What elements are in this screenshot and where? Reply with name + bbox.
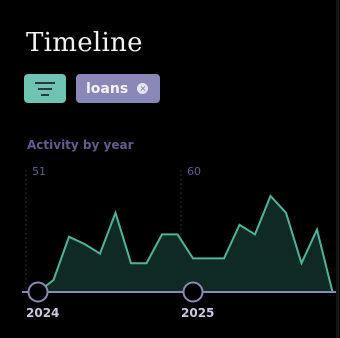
year-label: 2025	[181, 306, 214, 320]
filter-button[interactable]	[24, 74, 66, 103]
year-value-label: 60	[187, 165, 201, 178]
activity-line	[37, 194, 334, 293]
chart-title: Activity by year	[27, 138, 134, 152]
year-value-label: 51	[32, 165, 46, 178]
filter-chip-loans[interactable]: loans	[76, 74, 160, 103]
page-title: Timeline	[26, 28, 143, 58]
year-marker	[27, 281, 49, 303]
activity-chart: 51 60 2024 2025	[22, 165, 336, 320]
close-icon[interactable]	[137, 83, 149, 94]
filter-icon	[35, 82, 55, 96]
filter-chip-label: loans	[86, 80, 129, 97]
year-label: 2024	[26, 306, 59, 320]
year-marker	[182, 281, 204, 303]
edge-divider	[336, 0, 339, 338]
activity-area	[38, 196, 333, 292]
